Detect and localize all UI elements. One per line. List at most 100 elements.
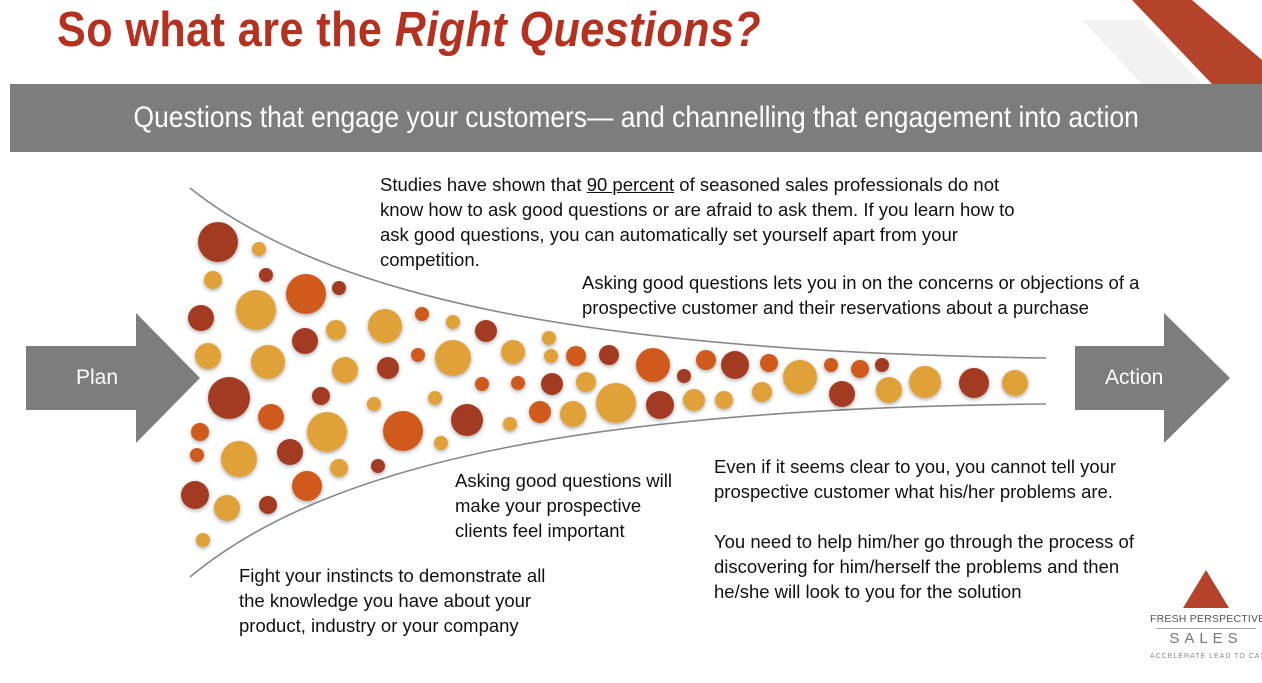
funnel-dot bbox=[909, 366, 941, 398]
funnel-dot bbox=[195, 343, 221, 369]
funnel-dot bbox=[721, 351, 749, 379]
funnel-dot bbox=[511, 376, 525, 390]
funnel-top-curve bbox=[189, 187, 1047, 359]
title-part-1: So what are the bbox=[57, 3, 395, 57]
plan-label: Plan bbox=[76, 366, 119, 389]
funnel-dot bbox=[428, 391, 442, 405]
funnel-dot bbox=[544, 349, 558, 363]
funnel-dot bbox=[851, 360, 869, 378]
funnel-dot bbox=[411, 348, 425, 362]
text-clear: Even if it seems clear to you, you canno… bbox=[714, 456, 1117, 502]
funnel-dot bbox=[636, 348, 670, 382]
funnel-dot bbox=[332, 281, 346, 295]
funnel-dot bbox=[415, 307, 429, 321]
funnel-dot bbox=[875, 358, 889, 372]
funnel-dot bbox=[371, 459, 385, 473]
funnel-dot bbox=[677, 369, 691, 383]
funnel-dot bbox=[330, 459, 348, 477]
funnel-dot bbox=[191, 423, 209, 441]
subtitle-text: Questions that engage your customers— an… bbox=[133, 101, 1139, 134]
title-part-2: Right Questions? bbox=[394, 3, 762, 57]
company-logo: FRESH PERSPECTIVE SALES ACCELERATE LEAD … bbox=[1150, 570, 1262, 660]
funnel-dot bbox=[876, 377, 902, 403]
funnel-dot bbox=[383, 411, 423, 451]
funnel-dot bbox=[277, 439, 303, 465]
funnel-dot bbox=[181, 481, 209, 509]
studies-text-end: of seasoned sales professionals do not k… bbox=[380, 174, 1015, 270]
plan-arrow bbox=[26, 313, 200, 443]
funnel-dot bbox=[715, 391, 733, 409]
funnel-dot bbox=[683, 389, 705, 411]
studies-text-start: Studies have shown that bbox=[380, 174, 587, 195]
funnel-dot bbox=[829, 381, 855, 407]
funnel-dot bbox=[214, 495, 240, 521]
funnel-dot bbox=[368, 309, 402, 343]
funnel-dot bbox=[434, 436, 448, 450]
funnel-dots bbox=[181, 222, 1028, 547]
funnel-dot bbox=[196, 533, 210, 547]
funnel-dot bbox=[292, 471, 322, 501]
funnel-dot bbox=[529, 401, 551, 423]
funnel-dot bbox=[596, 383, 636, 423]
funnel-dot bbox=[236, 290, 276, 330]
funnel-dot bbox=[204, 271, 222, 289]
text-studies: Studies have shown that 90 percent of se… bbox=[380, 172, 1040, 272]
corner-decoration bbox=[1082, 0, 1262, 84]
funnel-dot bbox=[312, 387, 330, 405]
text-important: Asking good questions will make your pro… bbox=[455, 470, 672, 541]
funnel-dot bbox=[252, 242, 266, 256]
page-title: So what are the Right Questions? bbox=[57, 2, 761, 58]
funnel-dot bbox=[221, 441, 257, 477]
funnel-dot bbox=[435, 340, 471, 376]
funnel-dot bbox=[475, 377, 489, 391]
logo-triangle-icon bbox=[1183, 570, 1229, 608]
funnel-dot bbox=[258, 404, 284, 430]
funnel-bottom-curve bbox=[189, 403, 1047, 578]
funnel-dot bbox=[696, 350, 716, 370]
funnel-dot bbox=[783, 360, 817, 394]
action-arrow bbox=[1075, 313, 1230, 443]
funnel-dot bbox=[208, 377, 250, 419]
funnel-dot bbox=[367, 397, 381, 411]
funnel-dot bbox=[188, 305, 214, 331]
logo-line-2: SALES bbox=[1169, 630, 1243, 647]
funnel-dot bbox=[259, 496, 277, 514]
funnel-dot bbox=[503, 417, 517, 431]
funnel-dot bbox=[377, 357, 399, 379]
funnel-dot bbox=[198, 222, 238, 262]
funnel-dot bbox=[451, 404, 483, 436]
funnel-dot bbox=[542, 331, 556, 345]
logo-line-1: FRESH PERSPECTIVE bbox=[1150, 613, 1262, 625]
funnel-dot bbox=[646, 391, 674, 419]
funnel-dot bbox=[576, 372, 596, 392]
action-label: Action bbox=[1105, 366, 1164, 389]
funnel-dot bbox=[541, 373, 563, 395]
funnel-dot bbox=[566, 346, 586, 366]
funnel-dot bbox=[251, 345, 285, 379]
funnel-dot bbox=[1002, 370, 1028, 396]
funnel-dot bbox=[446, 315, 460, 329]
funnel-dot bbox=[752, 382, 772, 402]
funnel-dot bbox=[326, 320, 346, 340]
funnel-dot bbox=[760, 354, 778, 372]
funnel-dot bbox=[560, 401, 586, 427]
funnel-dot bbox=[599, 345, 619, 365]
funnel-dot bbox=[824, 358, 838, 372]
funnel-dot bbox=[501, 340, 525, 364]
funnel-dot bbox=[190, 448, 204, 462]
text-concerns: Asking good questions lets you in on the… bbox=[582, 272, 1140, 318]
logo-divider bbox=[1156, 628, 1256, 629]
funnel-dot bbox=[475, 320, 497, 342]
logo-tagline: ACCELERATE LEAD TO CASH bbox=[1150, 653, 1262, 660]
funnel-dot bbox=[959, 368, 989, 398]
funnel-dot bbox=[332, 357, 358, 383]
funnel-dot bbox=[259, 268, 273, 282]
subtitle-banner: Questions that engage your customers— an… bbox=[10, 84, 1262, 152]
text-instincts: Fight your instincts to demonstrate all … bbox=[239, 565, 546, 636]
studies-highlight: 90 percent bbox=[586, 174, 675, 195]
text-help: You need to help him/her go through the … bbox=[714, 531, 1134, 602]
funnel-dot bbox=[292, 328, 318, 354]
funnel-dot bbox=[307, 412, 347, 452]
